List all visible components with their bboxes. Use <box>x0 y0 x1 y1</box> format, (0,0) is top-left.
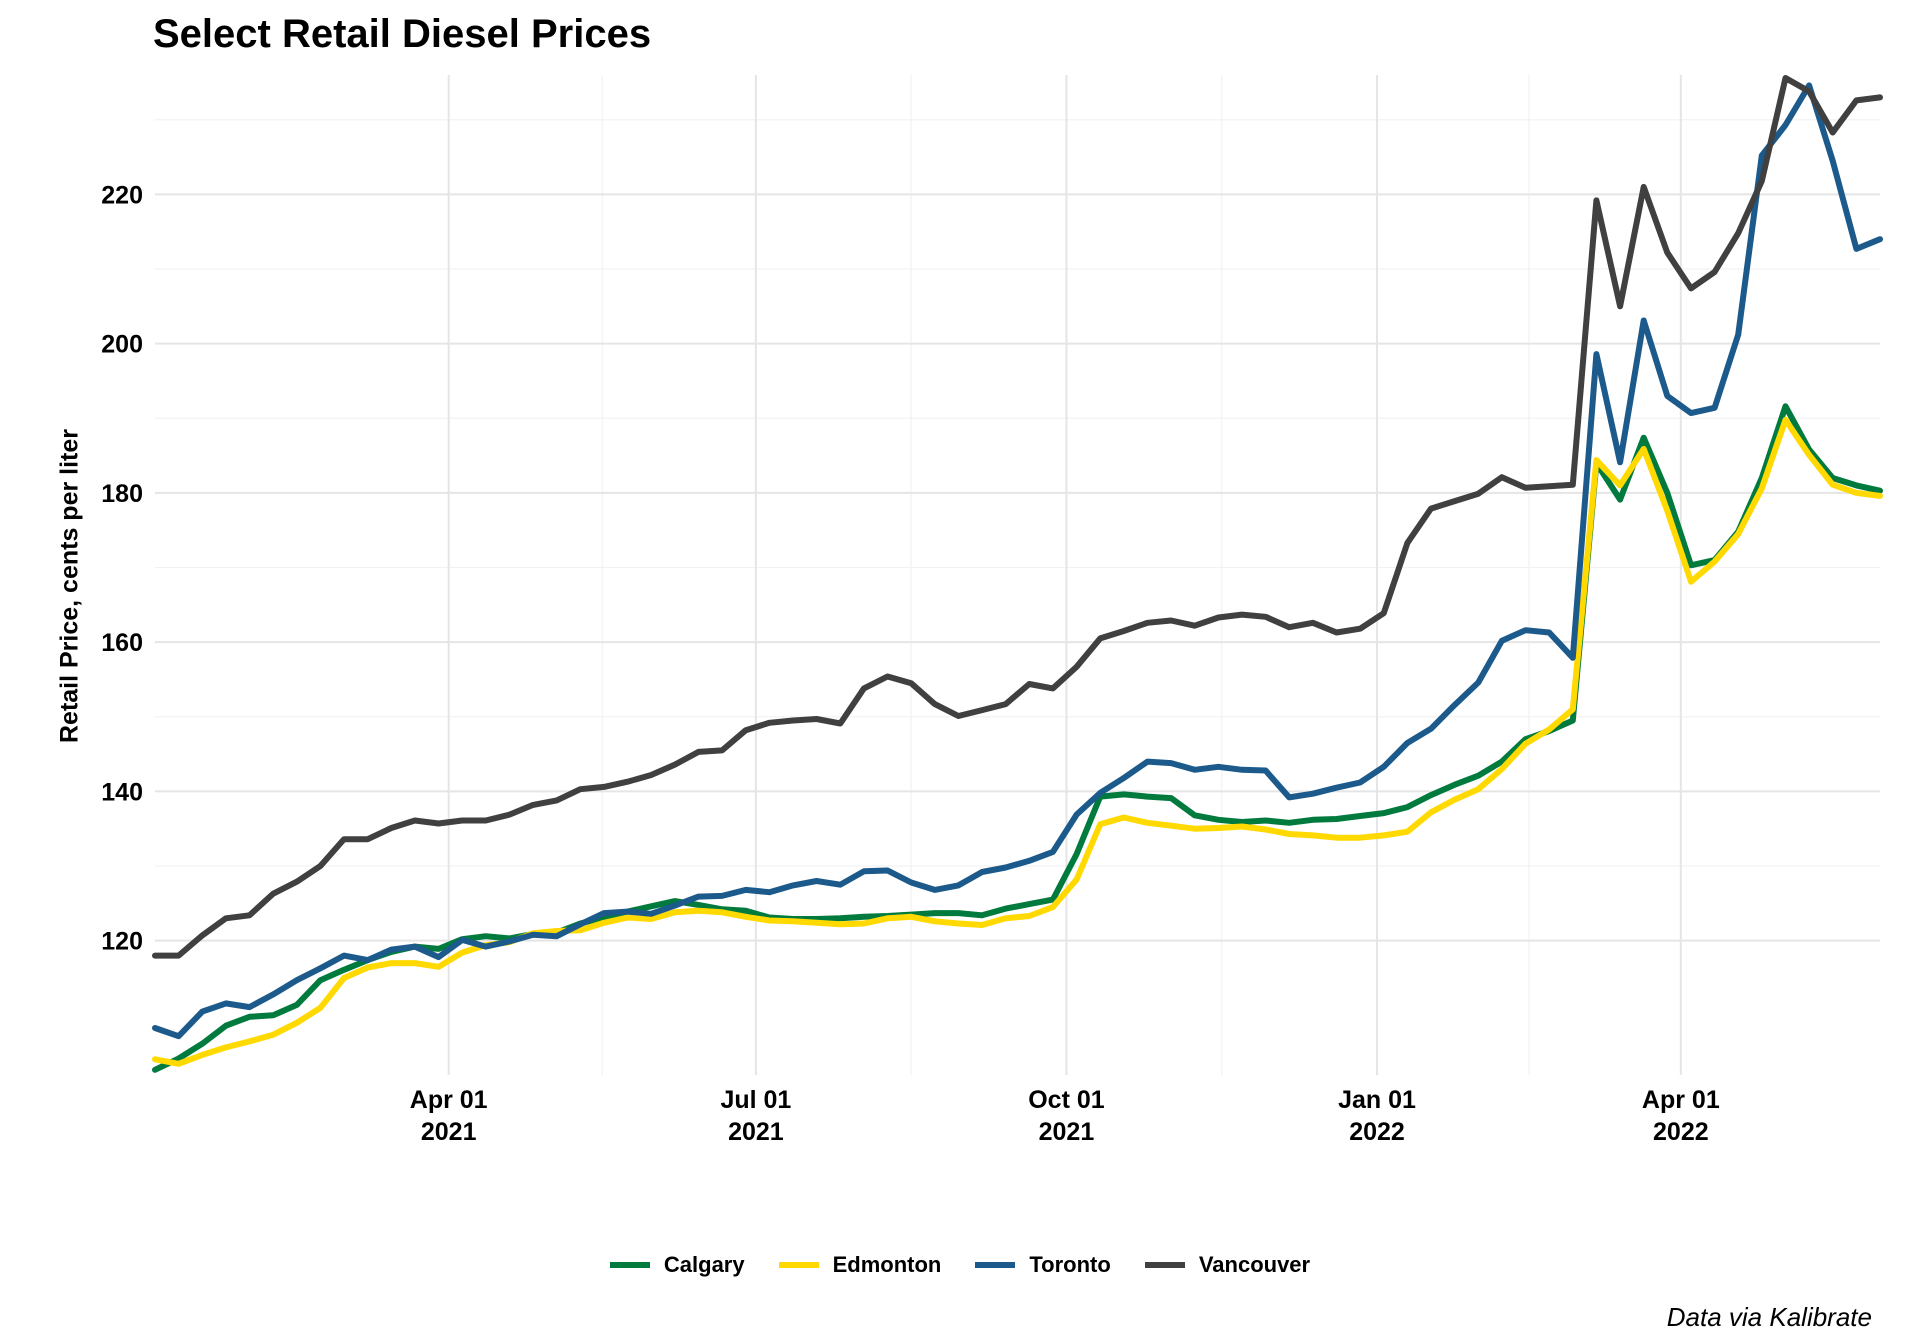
x-tick-label: Apr 01 <box>1642 1086 1720 1114</box>
legend-item-toronto: Toronto <box>975 1252 1111 1278</box>
legend-key-swatch <box>778 1262 819 1268</box>
y-tick-label: 220 <box>101 181 143 209</box>
x-tick-label-year: 2022 <box>1653 1118 1709 1146</box>
x-tick-label: Jan 01 <box>1338 1086 1416 1114</box>
y-tick-label: 160 <box>101 629 143 657</box>
series-line-calgary <box>152 403 1883 1073</box>
x-tick-label-year: 2021 <box>421 1118 477 1146</box>
x-tick-label-year: 2022 <box>1349 1118 1405 1146</box>
y-tick-labels: 120 140 160 180 200 220 <box>101 181 143 955</box>
x-tick-label: Apr 01 <box>410 1086 488 1114</box>
y-tick-label: 120 <box>101 928 143 956</box>
legend-key-swatch <box>609 1262 650 1268</box>
legend-item-calgary: Calgary <box>609 1252 745 1278</box>
legend-key-swatch <box>1144 1262 1185 1268</box>
series-line-vancouver <box>152 75 1883 959</box>
legend-label: Edmonton <box>832 1252 942 1277</box>
legend: Calgary Edmonton Toronto Vancouver <box>0 1252 1920 1278</box>
y-tick-label: 180 <box>101 480 143 508</box>
x-tick-label-year: 2021 <box>1039 1118 1095 1146</box>
y-tick-label: 200 <box>101 331 143 359</box>
x-tick-label-year: 2021 <box>728 1118 784 1146</box>
x-tick-labels: Apr 01 2021 Jul 01 2021 Oct 01 2021 Jan 01 2022… <box>410 1086 1720 1146</box>
source-caption: Data via Kalibrate <box>1666 1302 1872 1332</box>
legend-label: Vancouver <box>1198 1252 1311 1277</box>
legend-label: Calgary <box>663 1252 745 1277</box>
legend-label: Toronto <box>1029 1252 1111 1277</box>
legend-key-swatch <box>975 1262 1016 1268</box>
series-lines <box>152 75 1883 1073</box>
series-line-toronto <box>152 82 1883 1040</box>
x-tick-label: Jul 01 <box>720 1086 791 1114</box>
y-tick-label: 140 <box>101 778 143 806</box>
legend-item-edmonton: Edmonton <box>778 1252 942 1278</box>
gridlines <box>155 75 1880 1075</box>
series-line-edmonton <box>152 416 1883 1067</box>
x-tick-label: Oct 01 <box>1028 1086 1105 1114</box>
legend-item-vancouver: Vancouver <box>1144 1252 1311 1278</box>
chart-title: Select Retail Diesel Prices <box>153 12 652 56</box>
